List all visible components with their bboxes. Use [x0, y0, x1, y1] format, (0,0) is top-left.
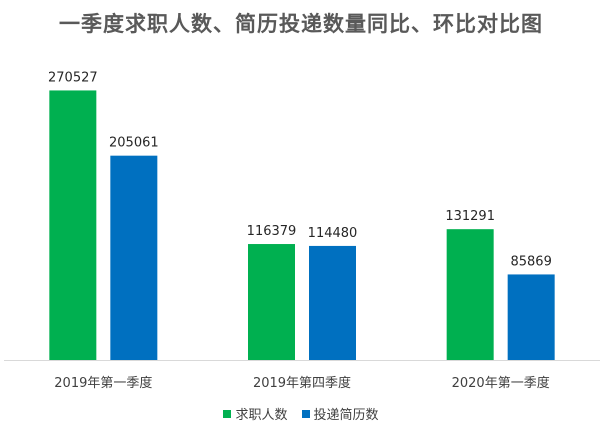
- x-tick-label-1: 2019年第四季度: [253, 375, 351, 391]
- x-tick-label-0: 2019年第一季度: [54, 375, 152, 391]
- bar-series-1-cat-1: [309, 245, 356, 360]
- bar-series-1-cat-2: [507, 274, 555, 360]
- data-label-series-1-cat-2: 85869: [510, 254, 551, 269]
- bar-series-0-cat-1: [248, 244, 295, 360]
- data-label-series-0-cat-2: 131291: [445, 209, 495, 224]
- data-label-series-1-cat-1: 114480: [308, 226, 358, 241]
- legend-label: 求职人数: [235, 408, 288, 423]
- legend-item-series-0: 求职人数: [223, 404, 288, 423]
- data-label-series-0-cat-0: 270527: [48, 70, 98, 85]
- legend-swatch: [223, 409, 232, 418]
- data-label-series-0-cat-1: 116379: [247, 224, 297, 239]
- x-tick-label-2: 2020年第一季度: [452, 375, 550, 391]
- legend: 求职人数 投递简历数: [0, 404, 602, 423]
- bar-series-0-cat-0: [49, 90, 97, 360]
- legend-item-series-1: 投递简历数: [301, 404, 379, 423]
- legend-label: 投递简历数: [313, 408, 379, 423]
- bar-series-1-cat-0: [110, 155, 158, 360]
- chart-title: 一季度求职人数、简历投递数量同比、环比对比图: [59, 12, 543, 36]
- data-label-series-1-cat-0: 205061: [109, 136, 159, 151]
- bar-series-0-cat-2: [446, 229, 494, 360]
- legend-swatch: [301, 409, 310, 418]
